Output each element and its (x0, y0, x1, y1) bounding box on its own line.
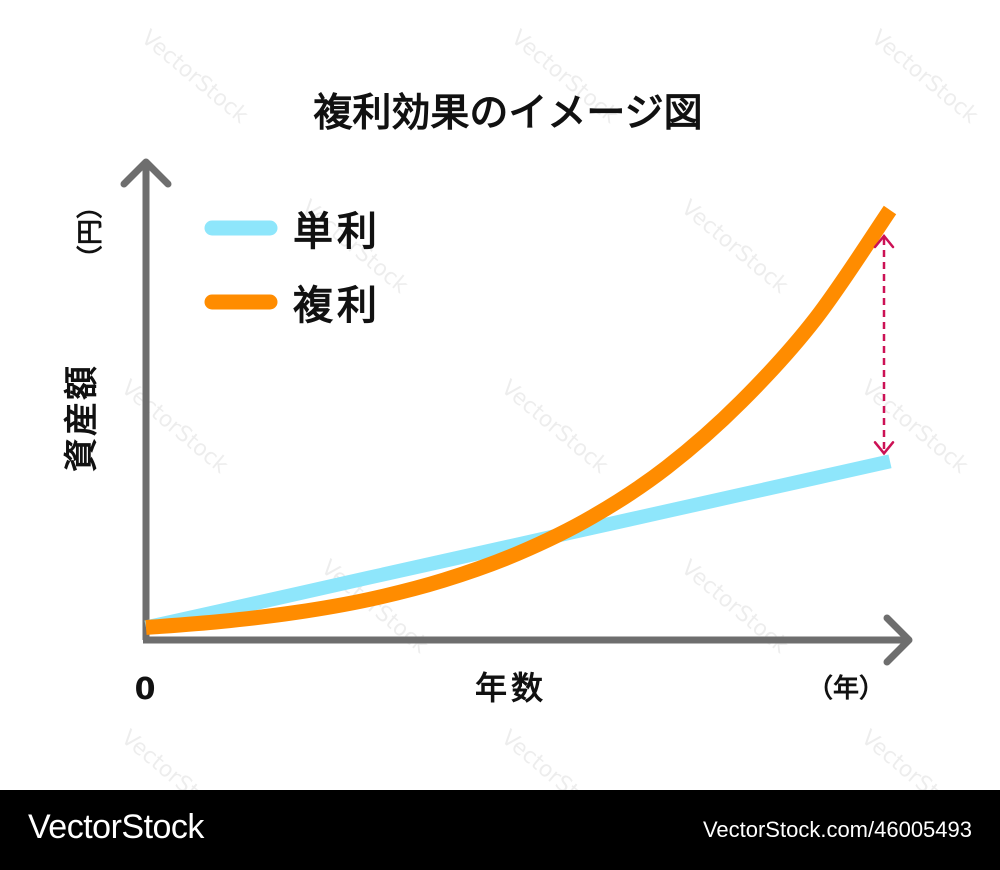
watermark-text: VectorStock (856, 725, 973, 790)
series-line-simple-interest (144, 454, 892, 635)
watermark-text: VectorStock (866, 25, 983, 129)
watermark-text: VectorStock (496, 725, 613, 790)
y-axis-label: 資産額 (62, 364, 102, 472)
y-unit-label: （円） (76, 193, 106, 271)
series-line-compound-interest (145, 205, 897, 635)
series-layer (144, 205, 897, 635)
legend: 単利 複利 (204, 209, 381, 329)
stock-footer-bar: VectorStock VectorStock.com/46005493 (0, 790, 1000, 870)
chart-svg: VectorStock VectorStock VectorStock VectorS… (62, 25, 983, 829)
x-unit-label: （年） (807, 673, 885, 704)
footer-image-id: VectorStock.com/46005493 (702, 817, 972, 842)
chart-title: 複利効果のイメージ図 (313, 91, 702, 136)
difference-arrowhead-top (873, 234, 895, 249)
watermark-text: VectorStock (676, 195, 793, 299)
watermark-text: VectorStock (496, 375, 613, 479)
annotation-layer (873, 234, 895, 456)
watermark-text: VectorStock (116, 725, 233, 790)
chart-canvas: VectorStock VectorStock VectorStock VectorS… (62, 25, 983, 829)
origin-label: 0 (135, 672, 156, 707)
x-axis-arrowhead (883, 614, 913, 666)
watermark-text: VectorStock (116, 375, 233, 479)
legend-label-compound: 複利 (293, 283, 381, 329)
y-axis-arrowhead (120, 158, 172, 188)
x-axis-label: 年数 (475, 669, 547, 707)
footer-brand: VectorStock (28, 808, 204, 846)
legend-label-simple: 単利 (293, 209, 381, 255)
watermark-text: VectorStock (136, 25, 253, 129)
difference-arrowhead-bottom (873, 441, 895, 456)
